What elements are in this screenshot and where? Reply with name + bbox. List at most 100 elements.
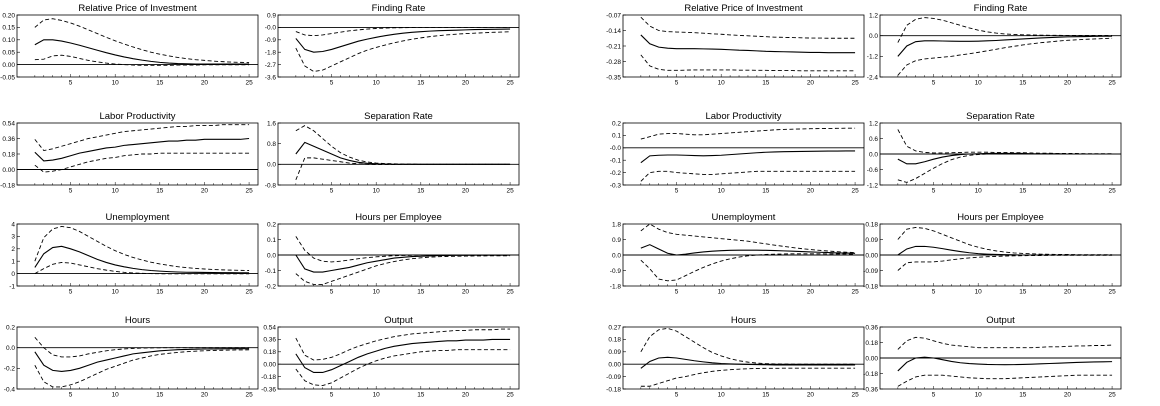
- x-tick-label: 20: [1064, 289, 1072, 296]
- series-line-estimate: [35, 349, 249, 372]
- series-line-band: [641, 55, 855, 71]
- x-tick-label: 10: [975, 188, 983, 195]
- x-tick-label: 20: [1064, 392, 1072, 399]
- y-tick-label: 0.05: [2, 50, 15, 57]
- y-tick-label: -0.14: [606, 28, 621, 35]
- x-tick-label: 15: [762, 392, 770, 399]
- y-tick-label: -0.9: [610, 268, 622, 275]
- y-tick-label: -1.2: [867, 182, 879, 189]
- y-tick-label: -0.1: [610, 158, 622, 165]
- chart-title: Output: [384, 315, 413, 326]
- y-tick-label: 0.18: [263, 349, 276, 356]
- y-tick-label: -1.2: [867, 54, 879, 61]
- series-line-band: [35, 226, 249, 270]
- x-tick-label: 10: [975, 80, 983, 87]
- y-tick-label: -0.2: [4, 366, 16, 373]
- series-line-band: [898, 154, 1112, 182]
- y-tick-label: -0.3: [610, 182, 622, 189]
- chart-panel: Unemployment 1.8 0.9 0.0 -0.9 -1.8 5 10 15 20 25: [623, 224, 864, 286]
- series-line-estimate: [641, 35, 855, 53]
- y-tick-label: 3: [11, 234, 15, 241]
- y-tick-label: 0.0: [6, 345, 15, 352]
- y-tick-label: 1.6: [267, 120, 276, 127]
- plot-frame: [17, 224, 258, 286]
- chart-panel: Hours 0.27 0.18 0.09 0.00 -0.09 -0.18 5 10 15 20 25: [623, 327, 864, 389]
- x-tick-label: 25: [851, 188, 859, 195]
- x-tick-label: 5: [69, 289, 73, 296]
- x-tick-label: 15: [156, 289, 164, 296]
- x-tick-label: 15: [417, 289, 425, 296]
- y-tick-label: -3.6: [265, 74, 277, 81]
- y-tick-label: 0.9: [267, 12, 276, 19]
- y-tick-label: -0.36: [261, 386, 276, 393]
- series-line-band: [35, 337, 249, 357]
- series-line-band: [641, 254, 855, 281]
- x-tick-label: 15: [762, 80, 770, 87]
- y-tick-label: 0.9: [612, 237, 621, 244]
- x-tick-label: 5: [330, 80, 334, 87]
- x-tick-label: 25: [851, 392, 859, 399]
- x-tick-label: 20: [807, 289, 815, 296]
- y-tick-label: 0.54: [2, 120, 15, 127]
- chart-panel: Hours per Employee 0.18 0.09 0.00 -0.09 -0.18…: [880, 224, 1121, 286]
- y-tick-label: 0.20: [2, 12, 15, 19]
- y-tick-label: -2.4: [867, 74, 879, 81]
- x-tick-label: 20: [201, 289, 209, 296]
- y-tick-label: 0.36: [2, 136, 15, 143]
- x-tick-label: 15: [417, 392, 425, 399]
- x-tick-label: 25: [506, 188, 514, 195]
- x-tick-label: 25: [851, 80, 859, 87]
- y-tick-label: -0.18: [863, 371, 878, 378]
- series-line-band: [296, 158, 510, 180]
- series-line-band: [296, 32, 510, 72]
- x-tick-label: 5: [932, 289, 936, 296]
- series-line-band: [641, 17, 855, 38]
- x-tick-label: 5: [675, 188, 679, 195]
- y-tick-label: -0.9: [265, 37, 277, 44]
- y-tick-label: 0.1: [612, 133, 621, 140]
- plot-frame: [623, 15, 864, 77]
- chart-title: Unemployment: [712, 212, 776, 223]
- x-tick-label: 5: [932, 80, 936, 87]
- y-tick-label: 0.0: [612, 252, 621, 259]
- x-tick-label: 25: [245, 188, 253, 195]
- chart-title: Hours: [731, 315, 757, 326]
- y-tick-label: 1.8: [612, 221, 621, 228]
- series-line-band: [641, 128, 855, 139]
- series-line-estimate: [296, 339, 510, 372]
- series-line-estimate: [296, 142, 510, 164]
- chart-title: Separation Rate: [966, 111, 1035, 122]
- y-tick-label: 2: [11, 246, 15, 253]
- y-tick-label: 0: [11, 271, 15, 278]
- x-tick-label: 20: [462, 392, 470, 399]
- x-tick-label: 15: [762, 289, 770, 296]
- y-tick-label: -0.2: [265, 283, 277, 290]
- y-tick-label: 0.00: [608, 362, 621, 369]
- y-tick-label: 0.09: [865, 237, 878, 244]
- y-tick-label: 0.15: [2, 25, 15, 32]
- series-line-estimate: [641, 245, 855, 255]
- x-tick-label: 20: [462, 289, 470, 296]
- x-tick-label: 10: [112, 80, 120, 87]
- y-tick-label: 1.2: [869, 12, 878, 19]
- y-tick-label: 0.09: [608, 349, 621, 356]
- series-line-band: [641, 171, 855, 181]
- chart-title: Labor Productivity: [99, 111, 175, 122]
- y-tick-label: 0.10: [2, 37, 15, 44]
- chart-title: Separation Rate: [364, 111, 433, 122]
- series-line-estimate: [35, 139, 249, 161]
- y-tick-label: -2.7: [265, 62, 277, 69]
- x-tick-label: 25: [1108, 289, 1116, 296]
- x-tick-label: 25: [851, 289, 859, 296]
- x-tick-label: 20: [807, 80, 815, 87]
- series-line-band: [641, 224, 855, 253]
- y-tick-label: 0.18: [865, 221, 878, 228]
- plot-frame: [880, 15, 1121, 77]
- x-tick-label: 5: [675, 80, 679, 87]
- x-tick-label: 5: [932, 188, 936, 195]
- x-tick-label: 20: [462, 188, 470, 195]
- y-tick-label: -0.21: [606, 43, 621, 50]
- y-tick-label: 0.6: [869, 136, 878, 143]
- series-line-band: [296, 350, 510, 386]
- x-tick-label: 25: [245, 80, 253, 87]
